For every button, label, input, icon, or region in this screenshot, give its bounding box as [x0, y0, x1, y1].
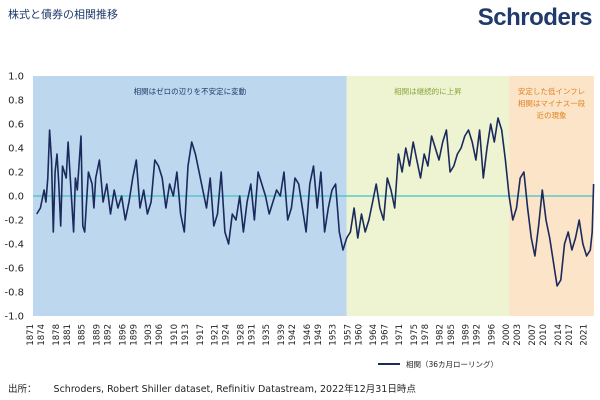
x-tick-label: 1967 [380, 324, 390, 346]
x-tick-label: 1985 [447, 324, 457, 346]
y-tick-label: -0.4 [4, 240, 24, 251]
x-tick-label: 2003 [513, 324, 523, 346]
x-tick-label: 1928 [236, 324, 246, 346]
source-text: Schroders, Robert Shiller dataset, Refin… [53, 384, 416, 395]
x-tick-label: 2007 [528, 324, 538, 346]
x-tick-label: 1921 [211, 324, 221, 346]
x-tick-label: 1975 [410, 324, 420, 346]
source-label: 出所： [8, 384, 37, 395]
x-tick-label: 1899 [129, 324, 139, 346]
x-tick-label: 1892 [104, 324, 114, 346]
x-tick-label: 2014 [554, 324, 564, 346]
y-tick-label: -1.0 [4, 312, 24, 323]
x-tick-label: 1953 [329, 324, 339, 346]
region-label-2-1: 相関はマイナス一段 [518, 98, 586, 108]
y-tick-label: 0.4 [8, 144, 24, 155]
x-tick-label: 1960 [354, 324, 364, 346]
y-tick-label: -0.8 [4, 288, 24, 299]
x-tick-label: 1910 [170, 324, 180, 346]
x-tick-label: 1924 [222, 324, 232, 346]
x-tick-label: 1935 [262, 324, 272, 346]
x-tick-label: 1946 [303, 324, 313, 346]
region-label-0-0: 相関はゼロの辺りを不安定に変動 [134, 86, 247, 96]
region-label-2-2: 近の現象 [537, 110, 567, 120]
chart-title: 株式と債券の相関推移 [8, 8, 118, 21]
x-tick-label: 1874 [37, 324, 47, 346]
y-tick-label: 0.0 [8, 192, 24, 203]
y-tick-label: 0.2 [8, 168, 24, 179]
x-tick-label: 1978 [421, 324, 431, 346]
x-tick-label: 1878 [52, 324, 62, 346]
x-tick-label: 2010 [539, 324, 549, 346]
x-tick-label: 1871 [26, 324, 36, 346]
x-tick-label: 1996 [487, 324, 497, 346]
x-tick-label: 2021 [580, 324, 590, 346]
x-tick-label: 2017 [565, 324, 575, 346]
x-tick-label: 1896 [118, 324, 128, 346]
x-tick-label: 1949 [314, 324, 324, 346]
x-tick-label: 1964 [369, 324, 379, 346]
correlation-chart: 相関はゼロの辺りを不安定に変動 相関は継続的に上昇 安定した低インフレ相関はマイナス… [4, 72, 595, 369]
x-tick-label: 1917 [196, 324, 206, 346]
x-tick-label: 1942 [288, 324, 298, 346]
x-tick-label: 1982 [436, 324, 446, 346]
x-tick-label: 1989 [462, 324, 472, 346]
y-tick-label: 1.0 [8, 72, 24, 83]
x-tick-label: 1992 [473, 324, 483, 346]
region-label-1-0: 相関は継続的に上昇 [394, 86, 462, 96]
y-tick-label: -0.2 [4, 216, 24, 227]
legend-label: 相関（36カ月ローリング） [406, 359, 498, 369]
y-tick-label: 0.8 [8, 96, 24, 107]
x-tick-label: 1885 [78, 324, 88, 346]
x-tick-label: 1957 [343, 324, 353, 346]
x-tick-label: 2000 [502, 324, 512, 346]
y-tick-label: 0.6 [8, 120, 24, 131]
y-tick-label: -0.6 [4, 264, 24, 275]
series-line-0 [36, 117, 595, 287]
region-label-2-0: 安定した低インフレ [518, 86, 585, 96]
x-tick-label: 1889 [92, 324, 102, 346]
x-tick-label: 1903 [144, 324, 154, 346]
x-tick-label: 1881 [63, 324, 73, 346]
x-tick-label: 1971 [395, 324, 405, 346]
brand-logo: Schroders [477, 4, 593, 31]
x-tick-label: 1906 [155, 324, 165, 346]
source-note: 出所： Schroders, Robert Shiller dataset, R… [8, 381, 416, 395]
x-tick-label: 1939 [277, 324, 287, 346]
x-tick-label: 1913 [181, 324, 191, 346]
x-tick-label: 1931 [247, 324, 257, 346]
